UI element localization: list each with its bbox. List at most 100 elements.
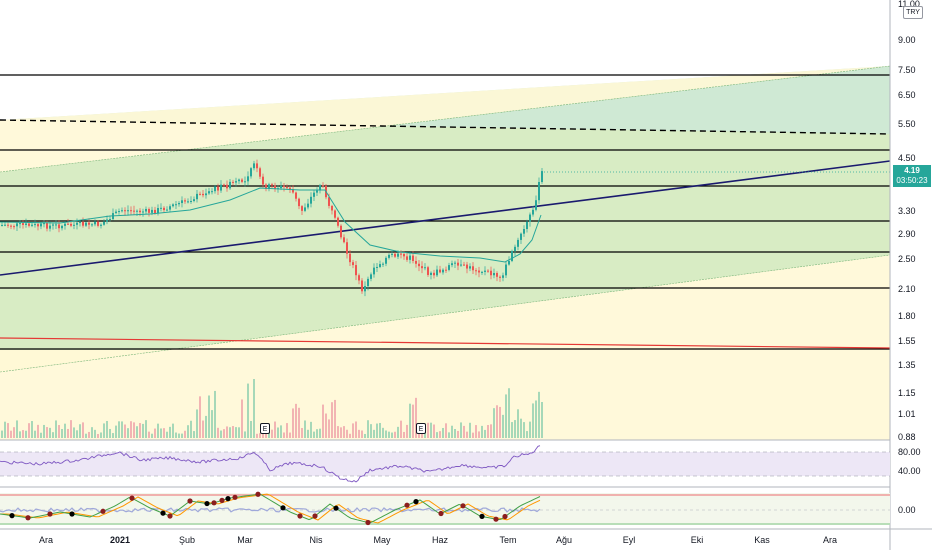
candle bbox=[445, 269, 447, 271]
volume-bar bbox=[52, 432, 54, 438]
candle bbox=[337, 217, 339, 226]
currency-badge[interactable]: TRY bbox=[903, 6, 923, 19]
candle bbox=[172, 204, 174, 207]
volume-bar bbox=[58, 425, 60, 438]
candle bbox=[232, 181, 234, 183]
time-tick-label: Ağu bbox=[556, 535, 572, 545]
candle bbox=[238, 179, 240, 182]
candle bbox=[136, 210, 138, 212]
volume-bar bbox=[238, 427, 240, 438]
price-tick-label: 0.88 bbox=[898, 432, 916, 442]
volume-bar bbox=[127, 428, 129, 438]
candle bbox=[127, 210, 129, 212]
volume-bar bbox=[193, 431, 195, 438]
candle bbox=[19, 223, 21, 225]
candle bbox=[259, 168, 261, 177]
volume-bar bbox=[136, 426, 138, 438]
volume-bar bbox=[118, 421, 120, 438]
candle bbox=[514, 246, 516, 252]
osc-line-green bbox=[0, 493, 541, 524]
candle bbox=[289, 187, 291, 190]
volume-bar bbox=[286, 423, 288, 438]
candle bbox=[211, 191, 213, 193]
volume-bar bbox=[151, 433, 153, 438]
candle bbox=[106, 219, 108, 222]
candle bbox=[454, 262, 456, 264]
volume-bar bbox=[223, 429, 225, 438]
volume-bar bbox=[106, 420, 108, 438]
candle bbox=[319, 185, 321, 191]
candle bbox=[403, 253, 405, 257]
volume-bar bbox=[310, 421, 312, 438]
osc-axis: 0.00 bbox=[898, 505, 916, 515]
candle bbox=[271, 184, 273, 186]
candle bbox=[73, 224, 75, 226]
volume-bar bbox=[457, 430, 459, 438]
candle bbox=[313, 192, 315, 197]
candle bbox=[10, 225, 12, 227]
earnings-marker[interactable]: E bbox=[416, 423, 426, 434]
volume-bar bbox=[295, 403, 297, 438]
volume-bar bbox=[478, 431, 480, 438]
volume-bar bbox=[409, 403, 411, 438]
candle bbox=[310, 196, 312, 204]
candle bbox=[253, 163, 255, 169]
volume-bar bbox=[499, 406, 501, 438]
candle bbox=[367, 278, 369, 287]
candle bbox=[103, 221, 105, 225]
volume-bar bbox=[511, 422, 513, 438]
candle bbox=[244, 181, 246, 183]
candle bbox=[7, 224, 9, 226]
candle bbox=[331, 205, 333, 211]
candle bbox=[496, 273, 498, 277]
volume-bar bbox=[358, 429, 360, 438]
volume-bar bbox=[175, 432, 177, 438]
volume-bar bbox=[280, 425, 282, 438]
osc-cross-marker bbox=[100, 508, 106, 514]
last-price-label: 4.19 03:50:23 bbox=[893, 165, 931, 187]
price-axis: 11.00 9.00 7.50 6.50 5.50 4.50 3.30 2.90 2.50 2.1… bbox=[898, 0, 920, 442]
volume-bar bbox=[214, 390, 216, 438]
volume-bar bbox=[373, 429, 375, 438]
candle bbox=[298, 198, 300, 207]
candle bbox=[475, 270, 477, 272]
candle bbox=[478, 270, 480, 273]
volume-bar bbox=[364, 433, 366, 438]
price-tick-label: 1.01 bbox=[898, 409, 916, 419]
rsi-tick-label: 40.00 bbox=[898, 466, 921, 476]
osc-cross-marker bbox=[404, 502, 410, 508]
volume-bar bbox=[532, 403, 534, 438]
dashed-resistance-line bbox=[0, 119, 891, 135]
volume-bar bbox=[130, 421, 132, 438]
candle bbox=[406, 256, 408, 260]
volume-bar bbox=[34, 430, 36, 438]
earnings-marker[interactable]: E bbox=[260, 423, 270, 434]
volume-bar bbox=[97, 433, 99, 438]
candle bbox=[412, 255, 414, 261]
volume-bar bbox=[334, 399, 336, 438]
volume-bar bbox=[103, 423, 105, 438]
candle bbox=[379, 264, 381, 267]
candle bbox=[382, 263, 384, 265]
volume-bar bbox=[184, 430, 186, 438]
candle bbox=[526, 221, 528, 230]
price-tick-label: 1.15 bbox=[898, 388, 916, 398]
volume-bar bbox=[430, 422, 432, 438]
volume-bar bbox=[250, 420, 252, 438]
price-tick-label: 2.90 bbox=[898, 229, 916, 239]
volume-bar bbox=[475, 425, 477, 438]
volume-bar bbox=[49, 427, 51, 438]
volume-bar bbox=[271, 429, 273, 438]
candle bbox=[499, 276, 501, 278]
candle bbox=[67, 223, 69, 225]
candle bbox=[190, 200, 192, 202]
candle bbox=[418, 263, 420, 267]
volume-bar bbox=[211, 410, 213, 438]
volume-bar bbox=[502, 414, 504, 438]
candle bbox=[301, 206, 303, 211]
candle bbox=[148, 208, 150, 213]
candle bbox=[1, 224, 3, 226]
candle bbox=[82, 221, 84, 226]
